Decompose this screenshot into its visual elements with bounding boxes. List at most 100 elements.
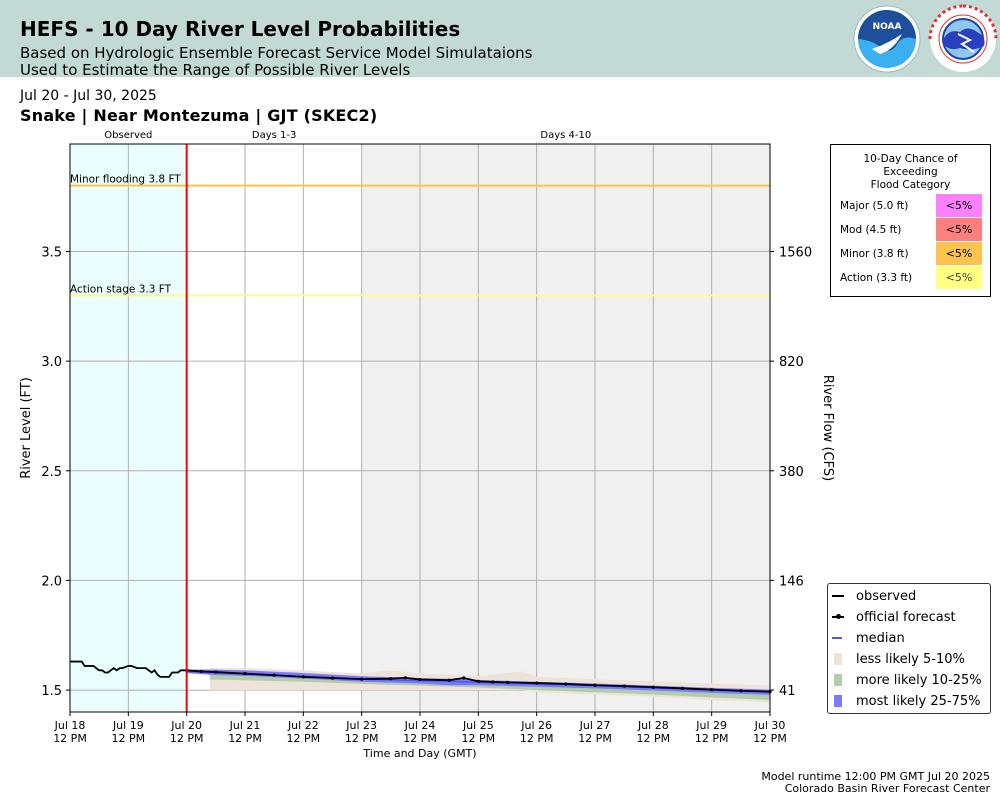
- x-tick-time: 12 PM: [520, 732, 554, 745]
- flood-chance-label: Action (3.3 ft): [840, 272, 913, 284]
- forecast-point: [476, 679, 480, 683]
- model-runtime: Model runtime 12:00 PM GMT Jul 20 2025: [761, 770, 990, 783]
- x-tick-date: Jul 22: [287, 719, 319, 732]
- observed-line: [70, 660, 187, 678]
- x-tick-time: 12 PM: [53, 732, 87, 745]
- flood-chance-row-minor: Minor (3.8 ft) <5%: [831, 242, 990, 266]
- x-tick-date: Jul 26: [520, 719, 552, 732]
- legend-label: observed: [856, 588, 917, 604]
- date-range: Jul 20 - Jul 30, 2025: [20, 88, 157, 104]
- nws-logo-icon: [928, 4, 998, 72]
- chart-legend: observed official forecast median less l…: [827, 583, 991, 714]
- legend-line-icon: [832, 631, 848, 645]
- forecast-point: [243, 672, 247, 676]
- forecast-point: [447, 678, 451, 682]
- legend-item-official-forecast: official forecast: [832, 607, 956, 627]
- x-tick-date: Jul 19: [112, 719, 144, 732]
- forecast-point: [535, 681, 539, 685]
- legend-item-5-10: less likely 5-10%: [832, 649, 965, 669]
- flood-chance-label: Major (5.0 ft): [840, 200, 909, 212]
- legend-label: more likely 10-25%: [856, 672, 982, 688]
- x-tick-date: Jul 30: [754, 719, 786, 732]
- flood-chance-value: <5%: [936, 218, 982, 241]
- period-background: [361, 144, 770, 712]
- legend-label: less likely 5-10%: [856, 651, 965, 667]
- y-right-tick-label: 41: [779, 684, 796, 699]
- x-tick-time: 12 PM: [345, 732, 379, 745]
- x-tick-date: Jul 27: [579, 719, 611, 732]
- forecast-point: [330, 676, 335, 680]
- legend-patch-icon: [832, 694, 848, 708]
- y-right-tick-label: 380: [779, 465, 804, 480]
- y-right-tick-label: 820: [779, 355, 804, 370]
- legend-patch-icon: [832, 652, 848, 666]
- flood-chance-value: <5%: [936, 194, 982, 217]
- forecast-point: [739, 689, 743, 693]
- legend-item-median: median: [832, 628, 905, 648]
- x-tick-time: 12 PM: [228, 732, 262, 745]
- x-tick-date: Jul 24: [404, 719, 436, 732]
- x-tick-time: 12 PM: [578, 732, 612, 745]
- flood-chance-title-line: Exceeding: [883, 166, 938, 178]
- flood-chance-row-action: Action (3.3 ft) <5%: [831, 266, 990, 290]
- forecast-point: [199, 669, 203, 674]
- flood-chance-value: <5%: [936, 266, 982, 289]
- flood-chance-title-line: 10-Day Chance of: [863, 153, 958, 165]
- forecast-point: [403, 676, 408, 680]
- period-label: Days 4-10: [540, 130, 591, 141]
- y-tick-label: 2.0: [41, 574, 62, 589]
- forecast-center: Colorado Basin River Forecast Center: [784, 782, 990, 795]
- x-tick-time: 12 PM: [170, 732, 204, 745]
- forecast-point: [462, 676, 466, 680]
- y-axis-label: River Level (FT): [19, 377, 34, 479]
- flood-chance-title-line: Flood Category: [870, 179, 951, 191]
- forecast-point: [710, 688, 714, 692]
- forecast-point: [651, 685, 655, 689]
- period-label: Days 1-3: [252, 130, 296, 141]
- forecast-point: [593, 683, 597, 687]
- forecast-point: [301, 675, 305, 679]
- x-tick-time: 12 PM: [462, 732, 496, 745]
- x-tick-time: 12 PM: [403, 732, 437, 745]
- forecast-point: [418, 677, 422, 682]
- y-right-tick-label: 146: [779, 574, 804, 589]
- threshold-label: Minor flooding 3.8 FT: [70, 174, 181, 186]
- legend-line-dot-icon: [832, 610, 848, 624]
- x-tick-time: 12 PM: [112, 732, 146, 745]
- forecast-point: [564, 682, 568, 686]
- legend-patch-icon: [832, 673, 848, 687]
- forecast-point: [622, 684, 626, 688]
- legend-label: most likely 25-75%: [856, 693, 981, 709]
- x-tick-date: Jul 21: [229, 719, 261, 732]
- y-right-tick-label: 1560: [779, 245, 812, 260]
- forecast-point: [214, 670, 218, 674]
- forecast-point: [680, 686, 685, 690]
- x-tick-date: Jul 23: [345, 719, 377, 732]
- site-title: Snake | Near Montezuma | GJT (SKEC2): [20, 106, 378, 125]
- x-tick-date: Jul 28: [637, 719, 669, 732]
- x-tick-date: Jul 18: [54, 719, 86, 732]
- flood-chance-table: 10-Day Chance of Exceeding Flood Categor…: [830, 144, 991, 297]
- x-tick-date: Jul 20: [170, 719, 202, 732]
- noaa-logo-text: NOAA: [873, 22, 902, 32]
- legend-label: median: [856, 630, 905, 646]
- x-tick-time: 12 PM: [753, 732, 787, 745]
- noaa-logo-icon: NOAA: [853, 5, 921, 73]
- forecast-point: [272, 673, 276, 677]
- flood-chance-title: 10-Day Chance of Exceeding Flood Categor…: [831, 153, 990, 192]
- threshold-label: Action stage 3.3 FT: [70, 283, 172, 295]
- y-tick-label: 2.5: [41, 465, 62, 480]
- x-tick-date: Jul 25: [462, 719, 494, 732]
- page-subtitle-1: Based on Hydrologic Ensemble Forecast Se…: [20, 44, 533, 62]
- flood-chance-label: Mod (4.5 ft): [840, 224, 902, 236]
- y-tick-label: 3.0: [41, 355, 62, 370]
- flood-chance-value: <5%: [936, 242, 982, 265]
- legend-item-25-75: most likely 25-75%: [832, 691, 980, 711]
- legend-label: official forecast: [856, 609, 956, 625]
- period-background: [186, 144, 362, 712]
- page-title: HEFS - 10 Day River Level Probabilities: [20, 17, 461, 41]
- legend-item-observed: observed: [832, 586, 916, 606]
- y-tick-label: 1.5: [41, 684, 62, 699]
- forecast-point: [491, 680, 495, 684]
- x-tick-time: 12 PM: [695, 732, 729, 745]
